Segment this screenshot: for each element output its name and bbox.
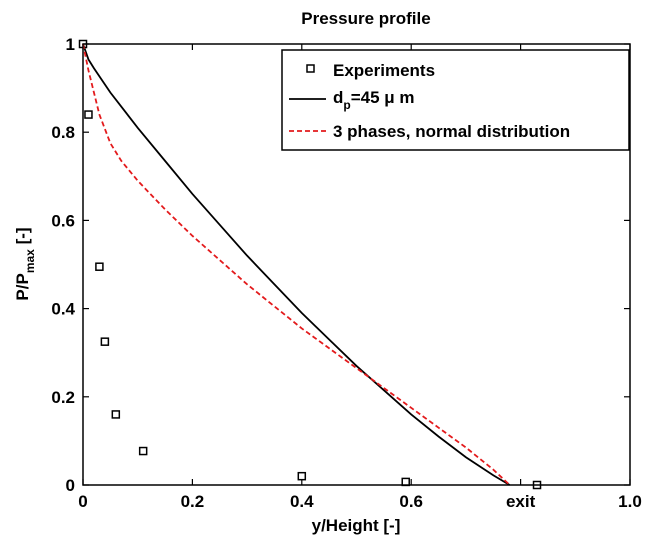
series-layer — [78, 39, 542, 490]
experiment-point — [84, 110, 93, 119]
y-tick-label: 1 — [66, 35, 75, 54]
legend-label-dp: dp=45 μ m — [333, 88, 415, 112]
experiment-point — [138, 446, 148, 456]
y-axis-label-main: P/P — [13, 273, 32, 300]
y-tick-label: 0 — [66, 476, 75, 495]
x-tick-label: exit — [506, 492, 536, 511]
plot-frame — [82, 43, 631, 486]
experiment-point — [297, 471, 307, 481]
legend-label-3phases: 3 phases, normal distribution — [333, 122, 570, 141]
legend-label-experiments: Experiments — [333, 61, 435, 80]
x-tick-label: 1.0 — [618, 492, 642, 511]
legend: Experiments dp=45 μ m 3 phases, normal d… — [281, 49, 630, 151]
series-line-dp45 — [82, 43, 511, 486]
y-tick-label: 0.6 — [51, 211, 75, 230]
legend-label-dp-suffix: =45 μ m — [351, 88, 415, 107]
legend-label-dp-sub: p — [343, 98, 350, 112]
y-tick-label: 0.4 — [51, 300, 75, 319]
x-tick-label: 0.2 — [181, 492, 205, 511]
x-axis-label: y/Height [-] — [312, 516, 401, 535]
x-tick-label: 0 — [78, 492, 87, 511]
y-axis-label-suffix: [-] — [13, 227, 32, 249]
plot-area: 0 0.2 0.4 0.6 exit 1.0 0 0.2 0.4 0.6 0.8 1 — [51, 35, 641, 511]
y-tick-label: 0.8 — [51, 123, 75, 142]
y-tick-label: 0.2 — [51, 388, 75, 407]
experiment-point — [532, 480, 542, 490]
experiment-point — [100, 337, 110, 346]
y-axis-label-sub: max — [23, 249, 37, 273]
x-tick-label: 0.4 — [290, 492, 314, 511]
legend-marker-experiments — [306, 64, 315, 73]
y-axis-label: P/Pmax [-] — [13, 227, 37, 300]
experiment-point — [401, 477, 410, 487]
legend-box — [281, 49, 630, 151]
experiment-point — [95, 262, 104, 271]
ticks-layer: 0 0.2 0.4 0.6 exit 1.0 0 0.2 0.4 0.6 0.8 1 — [51, 35, 641, 511]
legend-label-dp-main: d — [333, 88, 343, 107]
experiment-point — [111, 410, 121, 419]
x-tick-label: 0.6 — [399, 492, 423, 511]
series-line-3phases — [82, 43, 511, 486]
chart-title: Pressure profile — [301, 9, 430, 28]
